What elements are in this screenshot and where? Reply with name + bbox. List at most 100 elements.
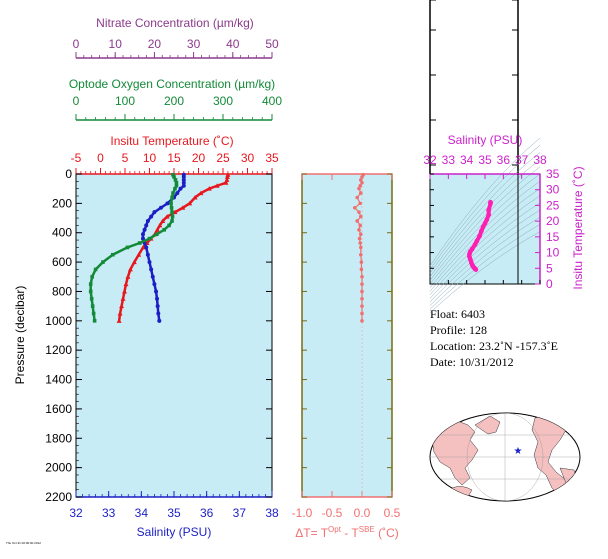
delta-t-point xyxy=(355,219,360,223)
oxygen-point xyxy=(174,181,179,185)
delta-t-point xyxy=(359,214,363,219)
delta-t-point xyxy=(360,274,364,279)
ts-point xyxy=(486,212,492,218)
oxygen-ticks-tick-label: 400 xyxy=(262,94,282,108)
delta-t-point xyxy=(360,319,364,323)
temperature-point xyxy=(131,259,137,265)
ts-isopycnal-line xyxy=(429,145,541,270)
oxygen-ticks-tick-label: 0 xyxy=(73,94,80,108)
oxygen-point xyxy=(170,219,174,223)
temp-ticks-tick-label: 25 xyxy=(216,151,230,165)
oxygen-point xyxy=(170,195,174,200)
oxygen-point xyxy=(88,282,93,286)
pressure-tick-label: 400 xyxy=(52,226,72,240)
oxygen-point xyxy=(155,232,159,236)
salinity-point xyxy=(158,205,163,210)
ts-isopycnal-line xyxy=(429,224,541,310)
salinity-point xyxy=(142,227,147,232)
temperature-point xyxy=(206,186,212,191)
oxygen-point xyxy=(91,311,96,316)
delta-t-point xyxy=(360,181,364,185)
delta-tick-label: 0.5 xyxy=(384,506,401,520)
delta-t-point xyxy=(360,296,364,301)
oxygen-point xyxy=(170,210,174,214)
ts-isopycnal-line xyxy=(429,216,541,306)
pressure-tick-label: 600 xyxy=(52,255,72,269)
delta-t-point xyxy=(358,201,363,206)
oxygen-axis: Optode Oxygen Concentration (µm/kg) 0 100… xyxy=(69,77,282,121)
pressure-tick-label: 2200 xyxy=(45,490,72,504)
delta-t-point xyxy=(359,252,363,257)
temperature-axis: Insitu Temperature (˚C) -5 0 5 10 15 20 25 30 35 xyxy=(71,134,279,174)
temperature-point xyxy=(180,205,186,210)
temperature-point xyxy=(187,200,193,206)
ts-isopycnal-line xyxy=(429,159,541,277)
temperature-point xyxy=(225,172,231,177)
temperature-point xyxy=(140,244,146,250)
ts-temp-tick-label: 25 xyxy=(546,198,560,212)
ts-point xyxy=(472,242,478,248)
ts-isopycnal-line xyxy=(429,152,541,274)
temperature-point xyxy=(136,252,142,257)
ts-isopycnal-line xyxy=(429,231,541,313)
ts-isopycnal-line xyxy=(429,209,541,303)
ts-salinity-tick-label: 33 xyxy=(442,153,456,167)
temperature-point xyxy=(157,222,163,228)
salinity-point xyxy=(147,260,152,265)
salinity-point xyxy=(181,177,186,182)
temp-ticks-tick-label: 15 xyxy=(167,151,181,165)
salinity-point xyxy=(144,245,149,250)
delta-t-point xyxy=(360,282,364,286)
temperature-point xyxy=(119,303,125,309)
salinity-tick-label: 34 xyxy=(135,506,149,520)
salinity-point xyxy=(157,318,162,323)
ts-temperature-label: Insitu Temperature (˚C) xyxy=(571,166,585,289)
salinity-point xyxy=(155,304,160,309)
ts-isopycnal-line xyxy=(429,137,541,267)
ts-salinity-tick-label: 34 xyxy=(460,153,474,167)
delta-tick-label: 0.0 xyxy=(354,506,371,520)
ts-temp-tick-label: 30 xyxy=(546,183,560,197)
salinity-point xyxy=(155,296,160,301)
salinity-point xyxy=(165,201,170,206)
salinity-point xyxy=(145,218,150,223)
oxygen-point xyxy=(90,274,94,279)
salinity-point xyxy=(149,214,154,219)
salinity-point xyxy=(140,236,145,241)
delta-t-point xyxy=(358,241,363,245)
temperature-point xyxy=(224,177,230,182)
oxygen-point xyxy=(171,172,175,177)
salinity-point xyxy=(181,174,186,179)
temp-ticks-tick-label: 5 xyxy=(122,151,129,165)
temperature-point xyxy=(224,174,230,179)
salinity-point xyxy=(145,252,150,257)
ts-plot-area xyxy=(429,173,541,285)
ts-salinity-tick-label: 35 xyxy=(478,153,492,167)
salinity-tick-label: 32 xyxy=(69,506,83,520)
float-info: Float: 6403 Profile: 128 Location: 23.2˚… xyxy=(430,307,558,369)
temperature-point xyxy=(127,266,133,272)
ts-point xyxy=(477,233,482,239)
oxygen-point xyxy=(170,214,175,219)
ts-temp-tick-label: 5 xyxy=(546,261,553,275)
delta-t-point xyxy=(360,175,364,179)
temperature-point xyxy=(154,227,160,232)
salinity-point xyxy=(150,274,155,279)
ts-temp-tick-label: 10 xyxy=(546,246,560,260)
temperature-point xyxy=(117,310,123,316)
delta-t-point xyxy=(359,267,364,272)
delta-t-point xyxy=(359,232,363,236)
oxygen-point xyxy=(137,241,142,245)
oxygen-ticks-tick-label: 300 xyxy=(213,94,233,108)
salinity-point xyxy=(152,210,157,215)
profile-plot-area xyxy=(75,173,273,498)
temp-ticks-tick-label: 10 xyxy=(143,151,157,165)
profile-number: Profile: 128 xyxy=(430,323,487,337)
delta-tick-label: -0.5 xyxy=(322,506,343,520)
ts-point xyxy=(478,228,484,234)
salinity-tick-label: 36 xyxy=(200,506,214,520)
ts-point xyxy=(488,201,493,206)
pressure-tick-label: 1800 xyxy=(45,431,72,445)
